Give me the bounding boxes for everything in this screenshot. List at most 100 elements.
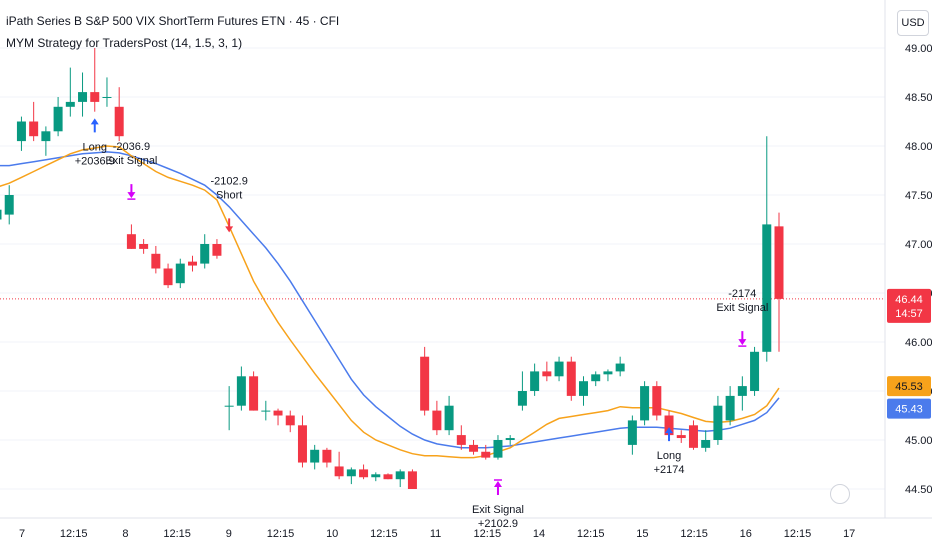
signal-label: Exit Signal (105, 155, 157, 167)
candle-body (29, 121, 39, 137)
candle-body (371, 474, 381, 478)
candle-body (334, 466, 344, 477)
exit-arrow-icon (738, 331, 747, 346)
candle-body (4, 195, 14, 215)
signal-label: +2102.9 (478, 518, 518, 530)
candle-body (493, 440, 503, 458)
ma-slow-line (0, 151, 780, 449)
exit-arrow-icon (127, 184, 136, 199)
x-tick-label: 15 (636, 528, 648, 540)
ma-slow-price-tag: 45.43 (895, 404, 923, 416)
x-tick-label: 12:15 (474, 528, 502, 540)
x-tick-label: 12:15 (784, 528, 812, 540)
candle-body (530, 371, 540, 391)
x-tick-label: 12:15 (267, 528, 295, 540)
x-tick-label: 12:15 (370, 528, 398, 540)
candle-body (615, 363, 625, 372)
candle-body (163, 268, 173, 286)
candle-body (78, 92, 88, 102)
y-tick-label: 48.00 (905, 141, 932, 153)
signal-label: Long (83, 141, 107, 153)
candle-body (469, 444, 479, 452)
candle-body (481, 451, 491, 458)
candle-body (420, 356, 430, 411)
candle-body (652, 386, 662, 416)
x-tick-label: 16 (740, 528, 752, 540)
currency-button[interactable]: USD (897, 10, 929, 36)
candle-body (53, 106, 63, 132)
candle-body (188, 261, 197, 266)
candle-body (322, 449, 332, 463)
flag-icon[interactable] (830, 484, 850, 504)
candle-body (0, 209, 2, 220)
ma-slow-price-tag-bg (887, 398, 931, 419)
candle-body (701, 440, 711, 448)
signal-label: -2174 (728, 288, 756, 300)
candle-body (16, 121, 26, 142)
candle-body (65, 101, 75, 107)
candle-body (346, 469, 356, 477)
candle-body (762, 224, 772, 352)
y-tick-label: 49.00 (905, 43, 932, 55)
candle-body (579, 381, 588, 396)
symbol-title: iPath Series B S&P 500 VIX ShortTerm Fut… (6, 14, 340, 28)
candle-body (212, 244, 222, 256)
candle-body (285, 415, 295, 426)
x-tick-label: 14 (533, 528, 545, 540)
candle-body (273, 410, 283, 416)
candle-body (774, 226, 784, 299)
signal-label: Exit Signal (716, 302, 768, 314)
candle-body (90, 92, 100, 102)
candle-body (688, 425, 698, 448)
countdown-label: 14:57 (895, 308, 923, 320)
candle-body (200, 244, 210, 264)
candle-body (310, 449, 320, 463)
candle-body (126, 234, 136, 249)
long-arrow-icon (665, 427, 674, 442)
long-arrow-icon (90, 118, 99, 133)
x-tick-label: 12:15 (60, 528, 88, 540)
candle-body (725, 395, 735, 421)
candle-body (236, 376, 246, 406)
candle-body (395, 471, 405, 480)
candle-body (737, 386, 747, 396)
candle-body (603, 371, 613, 375)
x-tick-label: 8 (122, 528, 128, 540)
candle-body (676, 435, 686, 439)
strategy-title[interactable]: MYM Strategy for TradersPost (14, 1.5, 3… (6, 36, 243, 50)
candle-body (517, 391, 527, 406)
signal-label: +2036.9 (75, 155, 115, 167)
candle-body (41, 131, 51, 142)
candle-body (224, 405, 234, 407)
x-tick-label: 11 (430, 528, 441, 540)
signal-label: -2036.9 (113, 141, 150, 153)
x-tick-label: 10 (326, 528, 338, 540)
candle-body (407, 471, 417, 489)
y-tick-label: 44.50 (905, 484, 932, 496)
x-tick-label: 12:15 (680, 528, 708, 540)
candle-body (444, 405, 454, 431)
candle-body (591, 374, 601, 382)
candle-body (750, 351, 760, 391)
ma-fast-price-tag: 45.53 (895, 381, 923, 393)
y-tick-label: 45.00 (905, 435, 932, 447)
candle-body (713, 405, 723, 440)
candle-body (640, 386, 650, 421)
signal-label: +2174 (654, 464, 685, 476)
ma-fast-line (0, 145, 780, 459)
short-arrow-icon (225, 218, 234, 233)
candle-body (456, 435, 466, 445)
y-tick-label: 47.50 (905, 190, 932, 202)
candle-body (249, 376, 259, 411)
candle-body (359, 469, 369, 478)
candle-body (139, 244, 149, 249)
candle-body (175, 263, 185, 284)
x-tick-label: 17 (843, 528, 855, 540)
signal-label: Long (657, 450, 681, 462)
candle-body (664, 415, 674, 436)
exit-arrow-icon (493, 481, 502, 495)
signal-label: -2102.9 (211, 175, 248, 187)
candle-body (297, 425, 307, 463)
ma-fast-price-tag-bg (887, 376, 931, 397)
